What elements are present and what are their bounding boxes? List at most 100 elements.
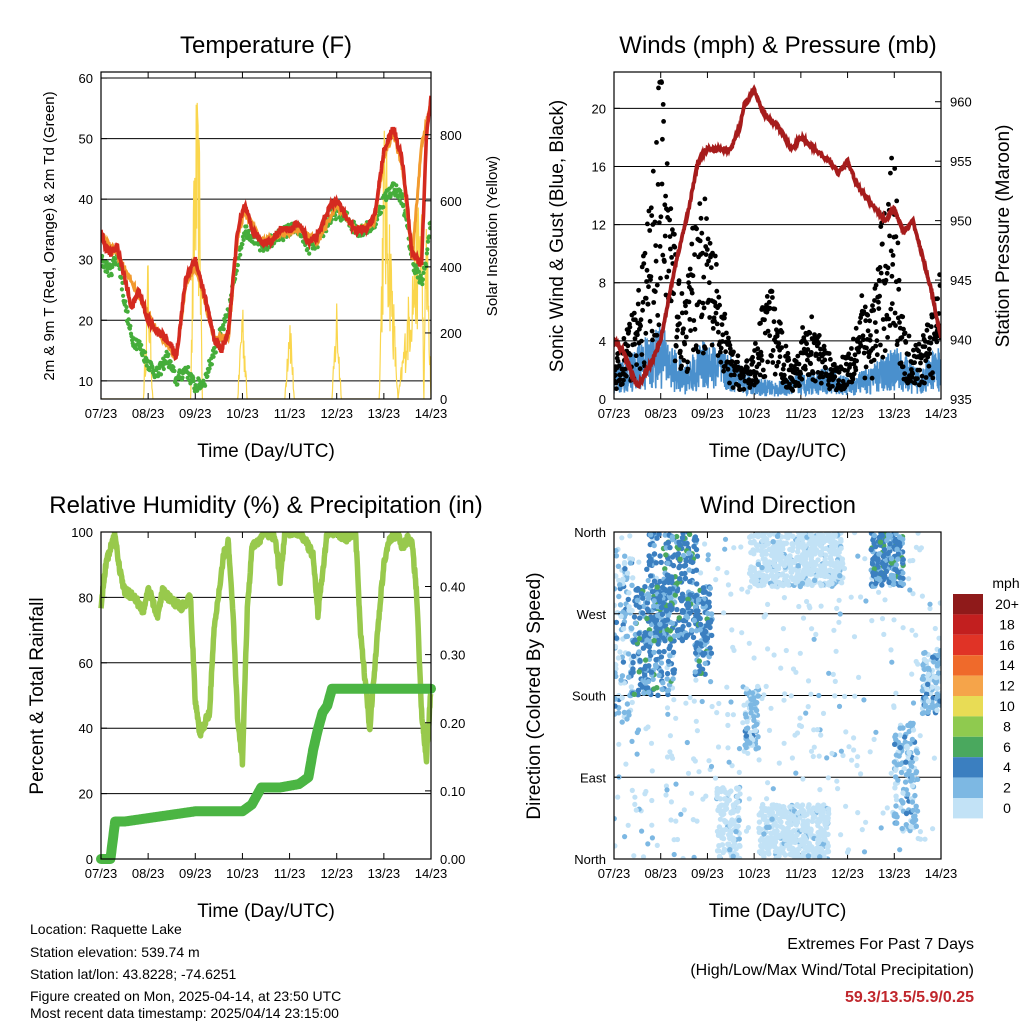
- point-direction: [664, 754, 671, 760]
- point-direction: [882, 573, 888, 580]
- point-direction: [682, 570, 688, 577]
- point-direction: [758, 842, 764, 849]
- point-gust: [627, 324, 633, 330]
- point-gust: [679, 310, 685, 316]
- point-direction: [843, 803, 849, 809]
- point-direction: [842, 693, 848, 700]
- point-direction: [868, 546, 874, 553]
- point-direction: [635, 585, 641, 592]
- y-tick-label-0-1: 20: [79, 313, 93, 328]
- point-direction: [675, 551, 682, 557]
- point-gust: [668, 206, 674, 212]
- point-direction: [771, 562, 778, 569]
- point-direction: [763, 612, 769, 618]
- point-direction: [772, 848, 779, 854]
- point-direction: [801, 566, 808, 573]
- point-gust: [808, 361, 813, 367]
- point-direction: [679, 607, 686, 614]
- x-tick-label-2-3: 10/23: [226, 866, 259, 881]
- point-gust: [737, 387, 743, 392]
- point-direction: [667, 544, 673, 551]
- point-gust: [645, 221, 650, 227]
- point-gust: [617, 377, 623, 383]
- point-gust: [910, 371, 915, 377]
- point-gust: [937, 272, 941, 278]
- point-direction: [667, 749, 673, 755]
- point-direction: [649, 582, 655, 589]
- point-dewpoint: [166, 352, 171, 357]
- chart-title-2: Relative Humidity (%) & Precipitation (i…: [49, 492, 482, 519]
- plot-frame-0: [100, 71, 432, 400]
- point-gust: [923, 375, 929, 380]
- point-direction: [925, 665, 932, 671]
- point-direction: [685, 770, 692, 776]
- point-direction: [781, 595, 788, 601]
- point-gust: [882, 348, 888, 353]
- point-gust: [930, 375, 936, 381]
- point-gust: [623, 373, 629, 379]
- point-gust: [785, 350, 791, 356]
- point-direction: [907, 587, 913, 593]
- point-gust: [638, 317, 644, 323]
- x-tick-label-3-1: 08/23: [644, 866, 677, 881]
- point-direction: [641, 690, 647, 696]
- point-direction: [923, 691, 930, 697]
- point-gust: [674, 334, 680, 340]
- point-direction: [688, 558, 694, 565]
- point-direction: [734, 799, 741, 805]
- point-gust: [672, 358, 678, 364]
- point-direction: [886, 579, 892, 586]
- point-direction: [789, 547, 796, 554]
- legend-swatch-1: [953, 614, 983, 635]
- y2-tick-label-2-0: 0.00: [440, 852, 465, 867]
- point-direction: [767, 532, 773, 538]
- point-direction: [701, 650, 708, 657]
- point-gust: [812, 332, 817, 337]
- point-direction: [920, 662, 926, 668]
- point-gust: [808, 350, 814, 355]
- point-gust: [614, 372, 618, 378]
- point-gust: [926, 346, 932, 352]
- point-direction: [915, 532, 921, 536]
- point-gust: [658, 214, 664, 220]
- point-direction: [811, 562, 817, 568]
- point-direction: [893, 793, 899, 799]
- point-gust: [636, 287, 641, 293]
- point-direction: [680, 618, 687, 624]
- point-direction: [696, 647, 702, 653]
- point-direction: [665, 711, 671, 717]
- point-gust: [880, 354, 886, 360]
- point-direction: [875, 556, 881, 563]
- point-direction: [821, 561, 827, 567]
- point-direction: [818, 826, 824, 832]
- point-direction: [806, 540, 812, 547]
- point-gust: [729, 359, 735, 364]
- point-gust: [754, 370, 759, 376]
- point-gust: [900, 364, 906, 370]
- point-gust: [847, 362, 853, 367]
- point-direction: [677, 595, 684, 602]
- point-direction: [747, 566, 754, 573]
- point-direction: [648, 631, 654, 637]
- point-gust: [631, 310, 637, 316]
- point-direction: [707, 619, 714, 625]
- point-direction: [626, 674, 632, 680]
- point-direction: [645, 841, 651, 847]
- point-direction: [782, 836, 788, 843]
- point-direction: [910, 807, 916, 814]
- point-direction: [889, 659, 895, 665]
- point-direction: [640, 610, 646, 616]
- point-direction: [755, 683, 761, 690]
- point-direction: [937, 660, 941, 667]
- point-dewpoint: [425, 239, 431, 244]
- point-gust: [753, 341, 758, 346]
- point-direction: [642, 663, 649, 669]
- point-direction: [793, 838, 799, 844]
- point-direction: [889, 560, 895, 566]
- point-direction: [806, 569, 812, 575]
- point-direction: [664, 705, 671, 711]
- y-tick-label-2-0: 0: [86, 852, 93, 867]
- point-direction: [838, 832, 844, 838]
- point-direction: [740, 720, 746, 726]
- y-axis-label-2: Percent & Total Rainfall: [27, 597, 48, 794]
